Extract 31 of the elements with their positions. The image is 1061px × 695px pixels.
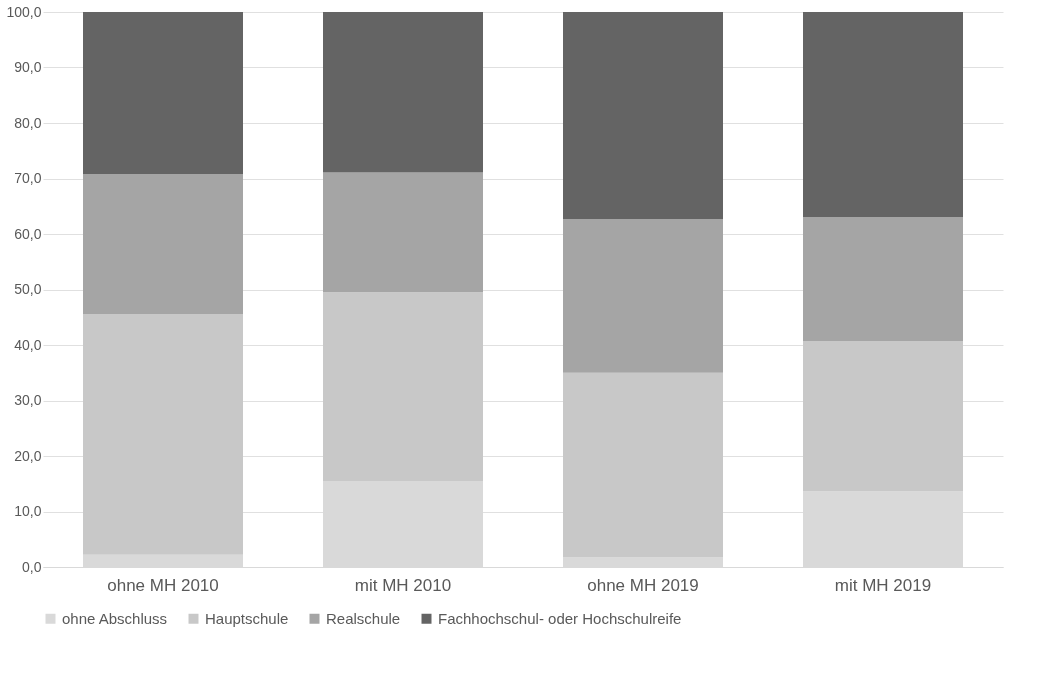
x-tick-label: mit MH 2019 xyxy=(834,575,932,595)
y-tick-label: 90,0 xyxy=(14,59,42,75)
bar xyxy=(563,372,723,558)
bar xyxy=(83,12,243,175)
bar xyxy=(83,174,243,314)
x-tick-label: ohne MH 2019 xyxy=(587,575,699,595)
x-tick-label: ohne MH 2010 xyxy=(107,575,219,595)
bar xyxy=(563,12,723,220)
y-tick-label: 100,0 xyxy=(6,3,42,20)
legend-label: Fachhochschul- oder Hochschulreife xyxy=(438,609,682,627)
bar xyxy=(563,219,723,373)
y-tick-label: 20,0 xyxy=(14,447,42,464)
bar xyxy=(803,217,963,342)
legend-label: ohne Abschluss xyxy=(62,609,168,627)
legend-label: Hauptschule xyxy=(205,609,289,627)
bar xyxy=(323,172,483,293)
y-tick-label: 30,0 xyxy=(14,392,42,408)
y-tick-label: 40,0 xyxy=(14,336,42,353)
y-tick-label: 10,0 xyxy=(14,503,42,519)
bar xyxy=(323,12,483,173)
x-tick-label: mit MH 2010 xyxy=(354,575,452,595)
y-tick-label: 60,0 xyxy=(14,225,42,242)
y-tick-label: 80,0 xyxy=(14,114,42,131)
bar xyxy=(803,341,963,492)
bar xyxy=(803,12,963,218)
legend-label: Realschule xyxy=(326,609,401,627)
y-tick-label: 0,0 xyxy=(22,558,42,575)
bar xyxy=(323,292,483,481)
y-tick-label: 70,0 xyxy=(14,170,42,186)
y-tick-label: 50,0 xyxy=(14,281,42,297)
bar xyxy=(83,313,243,555)
